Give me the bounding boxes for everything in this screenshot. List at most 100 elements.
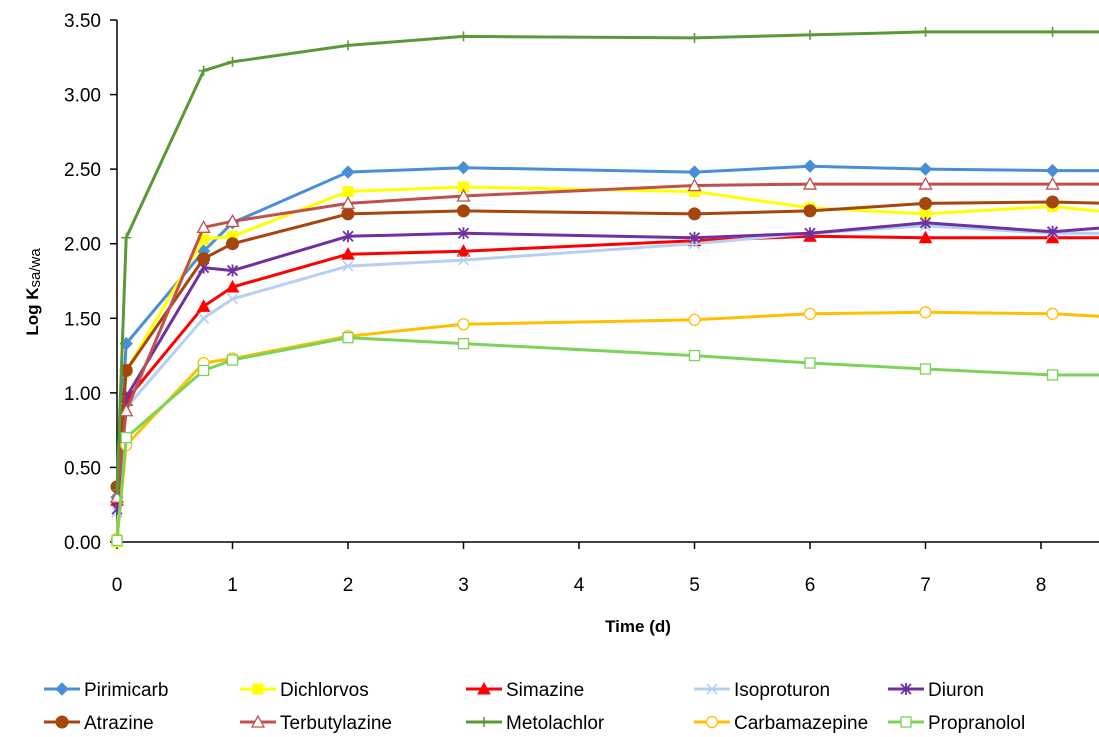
series-propranolol	[111, 332, 1099, 547]
data-point	[111, 534, 123, 547]
data-point	[225, 213, 240, 227]
data-point	[196, 219, 211, 233]
data-point	[688, 207, 701, 221]
series-line	[115, 336, 1099, 541]
data-point	[919, 216, 932, 229]
series-simazine	[110, 229, 1099, 506]
data-point	[457, 318, 470, 331]
legend-swatch-marker	[705, 715, 719, 729]
data-point	[802, 176, 818, 190]
series-terbutylazine	[109, 176, 1099, 503]
legend-swatch-marker	[479, 717, 489, 727]
data-point	[919, 196, 932, 210]
data-point	[804, 227, 816, 240]
series-line	[115, 234, 1099, 501]
data-point	[458, 31, 469, 42]
data-point	[198, 312, 210, 324]
y-tick-label: 0.50	[64, 458, 101, 479]
data-point	[803, 307, 817, 320]
data-point	[688, 313, 701, 326]
legend-entry-pirimicarb: Pirimicarb	[44, 680, 168, 701]
data-point	[1047, 26, 1058, 37]
data-point	[226, 264, 239, 277]
data-point	[119, 403, 134, 417]
x-tick-label: 4	[574, 575, 585, 596]
y-tick-label: 2.00	[64, 235, 101, 256]
data-point	[197, 364, 210, 377]
legend-swatch-marker	[252, 683, 264, 695]
data-point	[197, 252, 211, 266]
legend-label: Pirimicarb	[84, 680, 168, 701]
y-tick-label: 1.50	[64, 309, 101, 330]
series-diuron	[111, 216, 1099, 516]
x-tick-label: 1	[227, 575, 238, 596]
legend-swatch-marker	[900, 716, 912, 728]
x-tick-label: 7	[920, 575, 931, 596]
data-point	[805, 29, 815, 40]
data-point	[456, 244, 471, 257]
data-point	[342, 260, 354, 272]
legend-swatch-marker	[900, 683, 912, 695]
data-point	[687, 165, 702, 179]
data-point	[196, 299, 211, 312]
y-tick-label: 1.00	[64, 384, 101, 405]
data-point	[121, 232, 132, 243]
legend-entry-atrazine: Atrazine	[44, 713, 154, 734]
legend: Pirimicarb Dichlorvos Simazine Isoproturon D…	[44, 680, 1025, 734]
x-tick-label: 0	[112, 575, 123, 596]
data-point	[120, 431, 132, 444]
y-axis-title-sub: sa/wa	[27, 248, 44, 288]
x-axis-title: Time (d)	[605, 617, 671, 636]
data-point	[343, 40, 353, 51]
data-point	[342, 332, 354, 344]
data-point	[457, 204, 470, 218]
legend-entry-metolachlor: Metolachlor	[466, 713, 605, 734]
legend-label: Dichlorvos	[280, 680, 369, 701]
data-point	[689, 32, 700, 43]
data-point	[803, 204, 817, 218]
series-line	[115, 221, 1099, 510]
legend-swatch-marker	[55, 682, 69, 696]
data-point	[342, 230, 354, 243]
data-point	[1045, 176, 1060, 190]
legend-entry-terbutylazine: Terbutylazine	[240, 713, 392, 734]
legend-swatch-marker	[477, 681, 491, 695]
data-point	[456, 188, 471, 202]
series-metolachlor	[112, 26, 1099, 495]
data-point	[340, 196, 356, 210]
axes: 0.00 0.50 1.00 1.50 2.00 2.50 3.00 3.50 0 1 2 3 4 5 6 7…	[23, 11, 1099, 636]
x-tick-label: 5	[689, 575, 700, 596]
legend-entry-isoproturon: Isoproturon	[694, 680, 830, 701]
data-point	[226, 293, 239, 305]
data-point	[456, 160, 471, 175]
legend-label: Diuron	[928, 680, 984, 701]
legend-swatch-marker	[55, 715, 69, 729]
data-point	[1045, 163, 1060, 178]
x-tick-label: 2	[343, 575, 354, 596]
series-line	[115, 182, 1099, 498]
data-point	[918, 162, 933, 176]
y-axis-title-main: Log K	[23, 287, 42, 336]
data-point	[341, 247, 355, 260]
data-point	[688, 349, 701, 362]
legend-swatch-marker	[706, 683, 718, 695]
data-point	[457, 337, 470, 350]
series-carbamazepine	[110, 306, 1099, 546]
data-point	[920, 26, 931, 37]
data-point	[919, 363, 932, 375]
data-point	[918, 176, 933, 190]
data-point	[341, 207, 355, 221]
x-tick-label: 6	[805, 575, 816, 596]
legend-entry-dichlorvos: Dichlorvos	[240, 680, 369, 701]
legend-entry-carbamazepine: Carbamazepine	[694, 713, 868, 734]
data-point	[919, 306, 932, 319]
series-layer	[109, 26, 1099, 548]
legend-label: Carbamazepine	[734, 713, 868, 734]
legend-label: Isoproturon	[734, 680, 830, 701]
data-point	[1046, 369, 1059, 381]
legend-entry-propranolol: Propranolol	[888, 713, 1025, 734]
legend-label: Simazine	[506, 680, 584, 701]
series-atrazine	[110, 195, 1099, 494]
